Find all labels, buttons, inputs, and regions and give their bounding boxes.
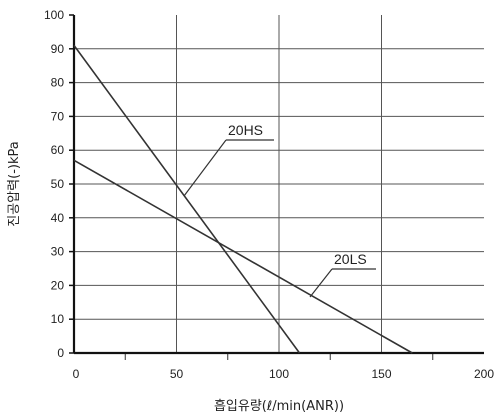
series-label-20hs: 20HS [228, 122, 263, 138]
y-tick-label-100: 100 [44, 8, 64, 22]
series-line-20hs [73, 44, 301, 354]
series-line-20ls [73, 159, 413, 354]
y-tick-label-30: 30 [51, 245, 65, 259]
series [73, 44, 413, 354]
y-tick-label-40: 40 [51, 211, 65, 225]
series-label-20hs-group: 20HS [183, 122, 274, 197]
series-label-20ls: 20LS [334, 251, 367, 267]
minor-ticks [124, 353, 434, 360]
series-label-20ls-leader [309, 268, 333, 298]
y-tick-label-50: 50 [51, 177, 65, 191]
tick-labels: 0 10 20 30 40 50 60 70 80 90 100 0 50 100 150 200 [44, 8, 494, 381]
axes [69, 14, 484, 355]
y-axis-title: 진공압력(-)kPa [7, 141, 22, 226]
series-label-20ls-group: 20LS [309, 251, 376, 298]
y-tick-label-60: 60 [51, 143, 65, 157]
x-tick-label-150: 150 [371, 367, 391, 381]
y-tick-label-80: 80 [51, 76, 65, 90]
x-axis-title: 흡입유량(ℓ/min(ANR)) [214, 399, 344, 414]
y-tick-label-20: 20 [51, 278, 65, 292]
y-tick-label-10: 10 [51, 312, 65, 326]
x-tick-label-100: 100 [269, 367, 289, 381]
x-tick-label-200: 200 [474, 367, 494, 381]
y-tick-label-0: 0 [57, 346, 64, 360]
x-tick-label-50: 50 [170, 367, 184, 381]
x-tick-label-0: 0 [73, 367, 80, 381]
y-tick-label-90: 90 [51, 42, 65, 56]
series-label-20hs-leader [183, 139, 227, 197]
y-tick-label-70: 70 [51, 109, 65, 123]
